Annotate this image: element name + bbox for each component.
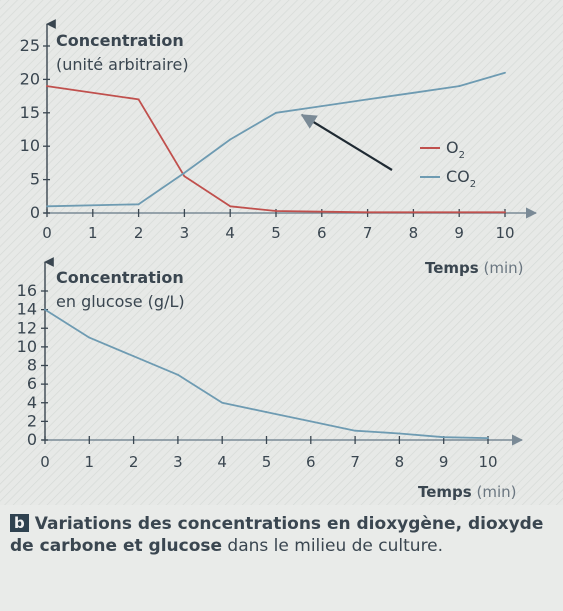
chart-gas-y-tick-label: 0 xyxy=(30,203,40,222)
chart-glucose-y-tick-label: 14 xyxy=(17,300,37,319)
data-point-o2 xyxy=(229,205,232,208)
chart-glucose-y-tick-label: 6 xyxy=(27,374,37,393)
data-point-glucose xyxy=(309,420,312,423)
chart-glucose-x-tick-label: 9 xyxy=(439,453,449,471)
chart-gas-x-label: Temps (min) xyxy=(425,259,524,277)
chart-gas: 0 5 10 15 20 25 0 1 2 3 4 5 6 7 8 9 10 Concentration (u… xyxy=(20,19,538,277)
chart-glucose-y-tick-label: 16 xyxy=(17,281,37,300)
chart-gas-y-tick-label: 5 xyxy=(30,170,40,189)
chart-glucose-y-tick-label: 4 xyxy=(27,393,37,412)
chart-glucose-x-tick-label: 0 xyxy=(40,453,50,471)
chart-glucose-y-tick-label: 10 xyxy=(17,337,37,356)
data-point-co2 xyxy=(275,111,277,114)
chart-glucose-x-tick-label: 8 xyxy=(395,453,405,471)
data-point-glucose xyxy=(132,355,135,358)
chart-gas-x-tick-label: 5 xyxy=(271,224,281,242)
data-point-co2 xyxy=(412,91,415,94)
data-point-o2 xyxy=(504,211,506,214)
chart-gas-x-tick-label: 9 xyxy=(454,224,464,242)
series-line-o2 xyxy=(46,85,505,214)
chart-gas-y-tick-label: 20 xyxy=(20,69,40,88)
chart-gas-y-label-2: (unité arbitraire) xyxy=(56,55,189,74)
data-point-glucose xyxy=(265,411,268,413)
data-point-o2 xyxy=(366,211,369,214)
chart-glucose-x-tick-label: 10 xyxy=(478,453,497,471)
data-point-glucose xyxy=(398,432,401,435)
chart-gas-legend: O2 CO2 xyxy=(420,138,476,190)
data-point-glucose xyxy=(442,436,445,439)
chart-gas-x-tick-label: 4 xyxy=(225,224,235,242)
data-point-glucose xyxy=(487,437,489,440)
chart-glucose-x-label: Temps (min) xyxy=(418,483,517,501)
chart-gas-x-tick-label: 1 xyxy=(88,224,98,242)
series-line-co2 xyxy=(46,71,506,208)
chart-gas-x-label-main: Temps xyxy=(425,259,479,277)
caption-letter: b xyxy=(10,514,29,532)
data-point-co2 xyxy=(320,105,323,108)
hatched-background xyxy=(0,0,563,505)
data-point-glucose xyxy=(354,429,356,432)
caption-normal-text: dans le milieu de culture. xyxy=(222,536,444,556)
data-point-co2 xyxy=(458,85,461,87)
data-point-co2 xyxy=(46,205,48,208)
chart-glucose-x-tick-label: 4 xyxy=(217,453,227,471)
chart-gas-y-tick-label: 15 xyxy=(20,103,40,122)
chart-gas-x-tick-label: 0 xyxy=(42,224,52,242)
chart-glucose-y-tick-label: 12 xyxy=(17,318,37,337)
chart-glucose-y-label-2: en glucose (g/L) xyxy=(56,292,185,311)
chart-glucose-x-tick-label: 3 xyxy=(173,453,183,471)
chart-gas-x-tick-label: 6 xyxy=(317,224,327,242)
oxygen-annotation-arrow xyxy=(300,114,393,171)
chart-glucose-x-tick-label: 7 xyxy=(350,453,360,471)
data-point-o2 xyxy=(275,210,277,212)
chart-gas-x-tick-label: 8 xyxy=(409,224,419,242)
data-point-o2 xyxy=(458,211,461,214)
chart-gas-x-tick-label: 3 xyxy=(180,224,190,242)
data-point-co2 xyxy=(137,203,140,206)
chart-gas-x-tick-label: 2 xyxy=(134,224,144,242)
chart-glucose-x-tick-label: 5 xyxy=(262,453,272,471)
chart-glucose-x-tick-label: 1 xyxy=(85,453,95,471)
data-point-o2 xyxy=(412,211,415,214)
data-point-co2 xyxy=(504,71,506,74)
data-point-glucose xyxy=(221,401,224,404)
data-point-co2 xyxy=(229,138,232,141)
data-point-o2 xyxy=(183,175,186,178)
chart-glucose-y-tick-label: 2 xyxy=(27,411,37,430)
chart-glucose-x-label-main: Temps xyxy=(418,483,472,501)
chart-gas-x-label-unit: (min) xyxy=(484,259,524,277)
data-point-glucose xyxy=(177,373,179,376)
chart-gas-x-tick-label: 10 xyxy=(495,224,514,242)
figure-caption: b Variations des concentrations en dioxyg… xyxy=(10,513,555,557)
chart-glucose-x-tick-label: 6 xyxy=(306,453,316,471)
chart-glucose-y-tick-label: 0 xyxy=(27,430,37,449)
data-point-glucose xyxy=(44,308,46,311)
chart-glucose-y-tick-label: 8 xyxy=(27,356,37,375)
chart-glucose-x-label-unit: (min) xyxy=(477,483,517,501)
legend-co2-label: CO2 xyxy=(446,167,476,190)
data-point-glucose xyxy=(88,336,91,339)
data-point-o2 xyxy=(137,98,140,101)
data-point-o2 xyxy=(320,210,323,213)
data-point-co2 xyxy=(183,172,186,174)
chart-gas-y-tick-label: 25 xyxy=(20,36,40,55)
chart-gas-y-tick-label: 10 xyxy=(20,136,40,155)
chart-glucose-y-label-1: Concentration xyxy=(56,268,184,287)
chart-gas-x-tick-label: 7 xyxy=(363,224,373,242)
chart-glucose-x-tick-label: 2 xyxy=(129,453,139,471)
caption-bold-text: Variations des concentrations en dioxygè… xyxy=(10,514,544,556)
data-point-o2 xyxy=(46,85,48,87)
chart-gas-y-label-1: Concentration xyxy=(56,31,184,50)
data-point-co2 xyxy=(366,98,369,101)
